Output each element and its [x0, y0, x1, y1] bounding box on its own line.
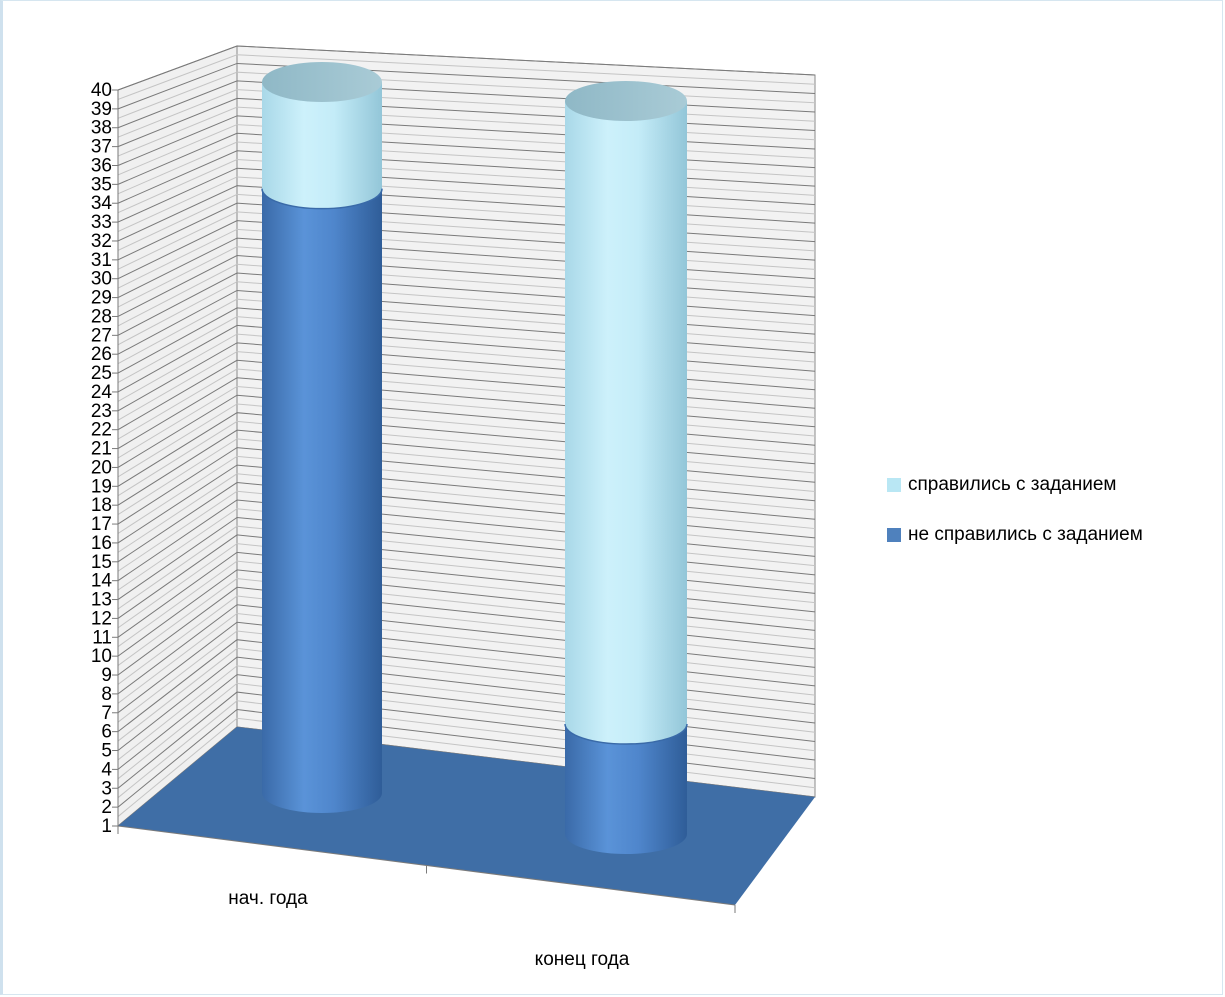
y-tick-label: 32	[91, 231, 112, 252]
y-tick-label: 16	[91, 533, 112, 554]
x-tick-label: конец года	[535, 949, 630, 970]
y-tick-label: 9	[101, 665, 112, 686]
y-tick-label: 33	[91, 212, 112, 233]
y-tick-label: 10	[91, 646, 112, 667]
bar-segment-edge	[564, 723, 688, 745]
y-tick-label: 22	[91, 420, 112, 441]
x-tick-label: нач. года	[228, 888, 308, 909]
bar-segment-success	[262, 82, 382, 209]
y-tick-label: 26	[91, 344, 112, 365]
y-tick-label: 20	[91, 457, 112, 478]
gridline-minor	[117, 54, 816, 100]
legend-item-fail: не справились с заданием	[887, 523, 1143, 547]
legend: справились с заданием не справились с за…	[887, 473, 1143, 573]
y-tick-label: 36	[91, 155, 112, 176]
bar-top-cap	[262, 62, 382, 102]
chart-bars	[261, 62, 688, 854]
y-axis-ticks: 1234567891011121314151617181920212223242…	[91, 80, 119, 837]
y-tick-label: 17	[91, 514, 112, 535]
y-tick-label: 34	[91, 193, 113, 214]
y-tick-label: 37	[91, 137, 112, 158]
y-tick-label: 6	[101, 722, 112, 743]
y-tick-label: 11	[92, 627, 112, 648]
legend-swatch-success	[887, 478, 901, 492]
y-tick-label: 12	[91, 608, 112, 629]
y-tick-label: 5	[101, 741, 112, 762]
y-tick-label: 29	[91, 288, 112, 309]
y-tick-label: 38	[91, 118, 112, 139]
y-tick-label: 8	[101, 684, 112, 705]
y-tick-label: 39	[91, 99, 112, 120]
y-tick-label: 28	[91, 306, 112, 327]
legend-item-success: справились с заданием	[887, 473, 1143, 497]
y-tick-label: 19	[91, 476, 112, 497]
y-tick-label: 3	[101, 778, 112, 799]
y-tick-label: 30	[91, 269, 112, 290]
x-axis-labels: нач. года конец года	[228, 888, 629, 970]
y-tick-label: 23	[91, 401, 112, 422]
bar-segment-edge	[261, 188, 383, 210]
legend-swatch-fail	[887, 528, 901, 542]
bar-stack	[261, 62, 383, 813]
y-tick-label: 35	[91, 174, 112, 195]
y-tick-label: 40	[91, 80, 112, 101]
bar-stack	[564, 81, 688, 854]
y-tick-label: 18	[91, 495, 112, 516]
y-tick-label: 21	[91, 439, 112, 460]
y-tick-label: 13	[91, 590, 112, 611]
bar-segment-fail	[262, 188, 382, 813]
y-tick-label: 27	[91, 325, 112, 346]
bar-segment-success	[565, 101, 687, 745]
y-tick-label: 4	[101, 759, 112, 780]
gridline	[117, 45, 816, 91]
y-tick-label: 14	[91, 571, 113, 592]
bar-top-cap	[565, 81, 687, 121]
y-tick-label: 2	[101, 797, 112, 818]
bar-segment-fail	[565, 724, 687, 854]
y-tick-label: 1	[101, 816, 112, 837]
y-tick-label: 24	[91, 382, 113, 403]
y-tick-label: 25	[91, 363, 112, 384]
y-tick-label: 15	[91, 552, 112, 573]
legend-label-fail: не справились с заданием	[908, 524, 1143, 545]
y-tick-label: 7	[101, 703, 112, 724]
y-tick-label: 31	[91, 250, 112, 271]
legend-label-success: справились с заданием	[908, 474, 1117, 495]
